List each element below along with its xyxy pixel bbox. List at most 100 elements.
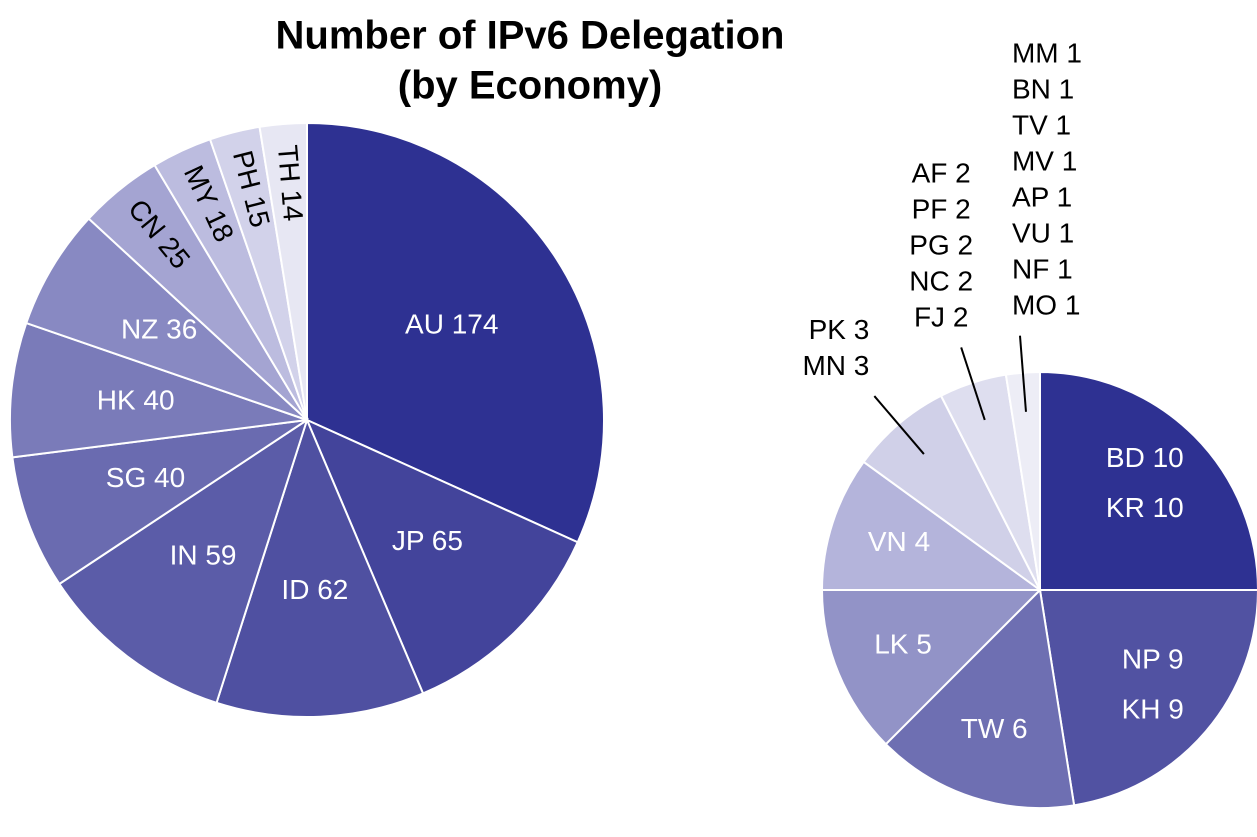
pie-slice <box>11 419 308 586</box>
label-value: 2 <box>958 230 974 261</box>
slice-label: SG 40 <box>106 462 185 493</box>
label-name: MV <box>1012 146 1054 177</box>
label-value: 3 <box>854 350 870 381</box>
label-name: NP <box>1122 644 1160 675</box>
label-name: LK <box>874 629 909 660</box>
label-name: JP <box>392 526 424 557</box>
label-value: 1 <box>1057 254 1073 285</box>
slice-label: BD 10 <box>1106 443 1184 474</box>
pie-slice <box>24 217 308 421</box>
slice-label: TV 1 <box>1012 110 1071 141</box>
label-value: 59 <box>205 540 236 571</box>
slice-label: MV 1 <box>1012 146 1077 177</box>
slice-label: MO 1 <box>1012 290 1080 321</box>
label-name: AU <box>405 309 444 340</box>
label-name: MM <box>1012 38 1059 69</box>
slice-label: PK 3 <box>809 314 870 345</box>
label-value: 1 <box>1056 110 1072 141</box>
slice-label: HK 40 <box>97 385 175 416</box>
label-value: 6 <box>1012 713 1028 744</box>
label-group: ID 62 <box>281 574 348 605</box>
label-group: TW 6 <box>961 713 1028 744</box>
pie-slice <box>820 589 1043 746</box>
slice-label: AP 1 <box>1012 182 1072 213</box>
label-value: 40 <box>143 385 174 416</box>
label-value: 10 <box>1153 443 1184 474</box>
label-value: 3 <box>854 314 870 345</box>
label-value: 14 <box>275 189 308 223</box>
label-name: VN <box>868 527 907 558</box>
label-group: VN 4 <box>868 527 930 558</box>
label-value: 9 <box>1168 694 1184 725</box>
label-value: 2 <box>958 266 974 297</box>
slice-label: PG 2 <box>909 230 973 261</box>
label-name: VU <box>1012 218 1051 249</box>
pie-slice <box>820 460 1044 591</box>
pie-slice <box>305 418 579 695</box>
label-name: NF <box>1012 254 1049 285</box>
label-value: 174 <box>452 309 499 340</box>
slice-label: NP 9 <box>1122 644 1184 675</box>
label-group: SG 40 <box>106 462 185 493</box>
label-name: AF <box>912 158 948 189</box>
label-value: 1 <box>1059 218 1075 249</box>
label-value: 36 <box>166 314 197 345</box>
label-name: BN <box>1012 74 1051 105</box>
label-group: NZ 36 <box>121 314 197 345</box>
slice-label: VU 1 <box>1012 218 1074 249</box>
label-name: HK <box>97 385 136 416</box>
label-name: SG <box>106 462 146 493</box>
slice-label: TH 14 <box>272 144 309 223</box>
label-group: MM 1BN 1TV 1MV 1AP 1VU 1NF 1MO 1 <box>1012 38 1082 321</box>
slice-label: TW 6 <box>961 713 1028 744</box>
slice-label: PH 15 <box>227 148 276 231</box>
label-name: FJ <box>914 302 945 333</box>
label-group: LK 5 <box>874 629 932 660</box>
slice-label: AU 174 <box>405 309 498 340</box>
slice-label: NC 2 <box>909 266 973 297</box>
label-value: 65 <box>432 526 463 557</box>
label-value: 40 <box>154 462 185 493</box>
pie-slice <box>9 321 308 459</box>
label-name: MO <box>1012 290 1057 321</box>
slice-label: IN 59 <box>170 540 237 571</box>
leader-line <box>960 347 986 421</box>
label-name: MN <box>802 350 846 381</box>
label-group: PK 3MN 3 <box>802 314 869 381</box>
label-name: ID <box>281 574 309 605</box>
label-group: NP 9KH 9 <box>1122 644 1184 725</box>
leader-line <box>1018 335 1027 412</box>
slice-label: JP 65 <box>392 526 463 557</box>
label-name: TH <box>272 144 306 184</box>
label-group: IN 59 <box>170 540 237 571</box>
label-name: KH <box>1122 694 1161 725</box>
label-value: 1 <box>1062 146 1078 177</box>
label-value: 1 <box>1066 38 1082 69</box>
label-name: IN <box>170 540 198 571</box>
label-name: TW <box>961 713 1005 744</box>
slice-label: KH 9 <box>1122 694 1184 725</box>
label-group: PH 15 <box>227 148 276 231</box>
leader-line <box>873 395 925 455</box>
label-name: PF <box>912 194 948 225</box>
label-name: AP <box>1012 182 1049 213</box>
label-value: 1 <box>1065 290 1081 321</box>
label-group: AU 174 <box>405 309 498 340</box>
label-name: PK <box>809 314 847 345</box>
slice-label: MN 3 <box>802 350 869 381</box>
label-group: HK 40 <box>97 385 175 416</box>
pie-slice <box>57 417 309 705</box>
slice-label: MM 1 <box>1012 38 1082 69</box>
label-value: 2 <box>955 194 971 225</box>
label-value: 4 <box>915 527 931 558</box>
chart-title: (by Economy) <box>398 64 662 108</box>
pie-slice <box>1039 370 1257 591</box>
pie-slice <box>258 121 308 421</box>
label-value: 1 <box>1059 74 1075 105</box>
slice-label: NF 1 <box>1012 254 1073 285</box>
pie-slice <box>306 121 605 544</box>
label-name: PG <box>909 230 949 261</box>
label-value: 2 <box>953 302 969 333</box>
